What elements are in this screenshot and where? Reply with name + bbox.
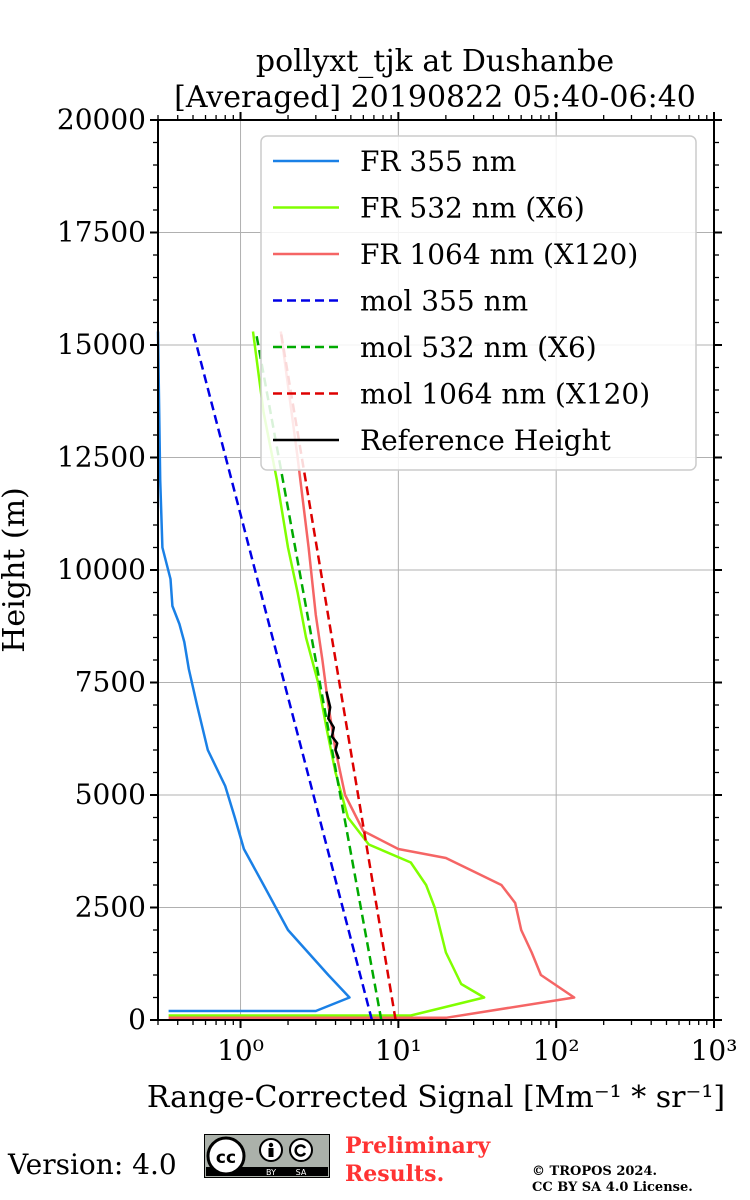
preliminary-line-1: Preliminary [345, 1133, 491, 1159]
sa-text: SA [296, 1168, 307, 1177]
preliminary-results-note: Preliminary Results. [345, 1132, 490, 1188]
x-tick-label: 10² [533, 1034, 580, 1067]
legend-label-6: mol 1064 nm (X120) [360, 378, 650, 411]
copyright-line-2: CC BY SA 4.0 License. [532, 1180, 693, 1195]
by-text: BY [266, 1168, 276, 1177]
x-axis-label: Range-Corrected Signal [Mm⁻¹ * sr⁻¹] [147, 1080, 725, 1115]
chart-title-line-1: pollyxt_tjk at Dushanbe [256, 44, 614, 79]
series-line-2 [168, 331, 486, 1017]
chart-title-line-2: [Averaged] 20190822 05:40-06:40 [174, 80, 696, 115]
axis-ticks: 0 2500 5000 7500 10000 12500 15000 17500 20000 10… [57, 103, 738, 1067]
copyright-line-1: © TROPOS 2024. [532, 1164, 658, 1179]
y-tick-label: 2500 [75, 891, 146, 924]
copyright-note: © TROPOS 2024. CC BY SA 4.0 License. [532, 1164, 693, 1196]
cc-logo-text: cc [216, 1148, 236, 1168]
x-tick-label: 10⁰ [217, 1034, 264, 1067]
sa-icon [289, 1138, 313, 1162]
y-tick-label: 0 [128, 1003, 146, 1036]
legend-label-2: FR 532 nm (X6) [360, 192, 585, 225]
legend-label-4: mol 355 nm [360, 285, 528, 318]
y-tick-label: 17500 [57, 216, 146, 249]
legend-label-3: FR 1064 nm (X120) [360, 238, 638, 271]
y-axis-label: Height (m) [0, 487, 32, 652]
lidar-signal-chart: pollyxt_tjk at Dushanbe [Averaged] 20190… [0, 44, 738, 1115]
y-tick-label: 5000 [75, 778, 146, 811]
y-tick-label: 12500 [57, 441, 146, 474]
legend: FR 355 nm FR 532 nm (X6) FR 1064 nm (X120)… [260, 135, 697, 471]
cc-license-badge: cc BY SA [204, 1134, 330, 1178]
x-tick-label: 10³ [691, 1034, 738, 1067]
legend-label-5: mol 532 nm (X6) [360, 331, 597, 364]
series-line-5 [254, 331, 383, 1021]
series-line-1 [156, 331, 351, 1013]
x-tick-label: 10¹ [375, 1034, 422, 1067]
y-tick-label: 15000 [57, 328, 146, 361]
series-line-3 [168, 331, 576, 1020]
series-line-4 [191, 331, 374, 1021]
y-tick-label: 7500 [75, 666, 146, 699]
legend-label-1: FR 355 nm [360, 145, 516, 178]
version-label: Version: 4.0 [8, 1148, 177, 1181]
y-tick-label: 10000 [57, 553, 146, 586]
preliminary-line-2: Results. [345, 1161, 445, 1187]
legend-label-7: Reference Height [360, 424, 612, 457]
series-line-7 [325, 691, 341, 760]
y-tick-label: 20000 [57, 103, 146, 136]
legend-box [260, 135, 697, 471]
